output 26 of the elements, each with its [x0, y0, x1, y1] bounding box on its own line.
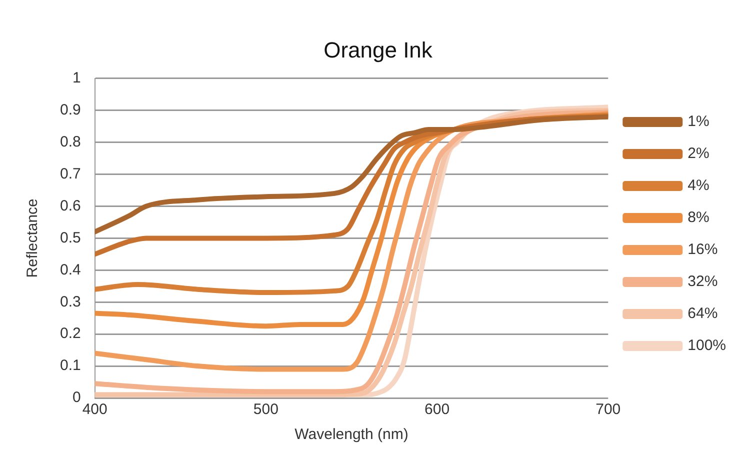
- legend-label: 8%: [688, 209, 710, 226]
- y-tick-label: 0.9: [60, 102, 81, 118]
- y-tick-label: 0.4: [60, 261, 81, 278]
- y-tick-label: 0.6: [60, 197, 81, 214]
- legend-label: 4%: [688, 177, 710, 194]
- y-tick-label: 0: [72, 389, 81, 406]
- legend-label: 2%: [688, 145, 710, 162]
- legend-label: 64%: [688, 305, 718, 322]
- y-tick-label: 0.7: [60, 165, 81, 182]
- y-tick-label: 0.8: [60, 133, 81, 150]
- y-tick-label: 0.3: [60, 293, 81, 310]
- x-tick-label: 600: [424, 401, 450, 418]
- x-tick-label: 500: [253, 401, 278, 418]
- legend-label: 1%: [688, 113, 710, 130]
- legend-label: 100%: [688, 337, 726, 354]
- y-tick-label: 0.1: [60, 357, 81, 374]
- y-tick-label: 0.5: [60, 229, 81, 246]
- y-axis-title: Reflectance: [24, 198, 42, 278]
- y-tick-label: 1: [72, 70, 81, 87]
- y-tick-label: 0.2: [60, 325, 81, 342]
- legend-label: 32%: [688, 273, 718, 290]
- legend-label: 16%: [688, 241, 718, 258]
- chart-title: Orange Ink: [324, 37, 434, 62]
- x-axis-title: Wavelength (nm): [294, 426, 408, 444]
- x-tick-label: 400: [82, 401, 108, 418]
- x-tick-label: 700: [596, 401, 621, 418]
